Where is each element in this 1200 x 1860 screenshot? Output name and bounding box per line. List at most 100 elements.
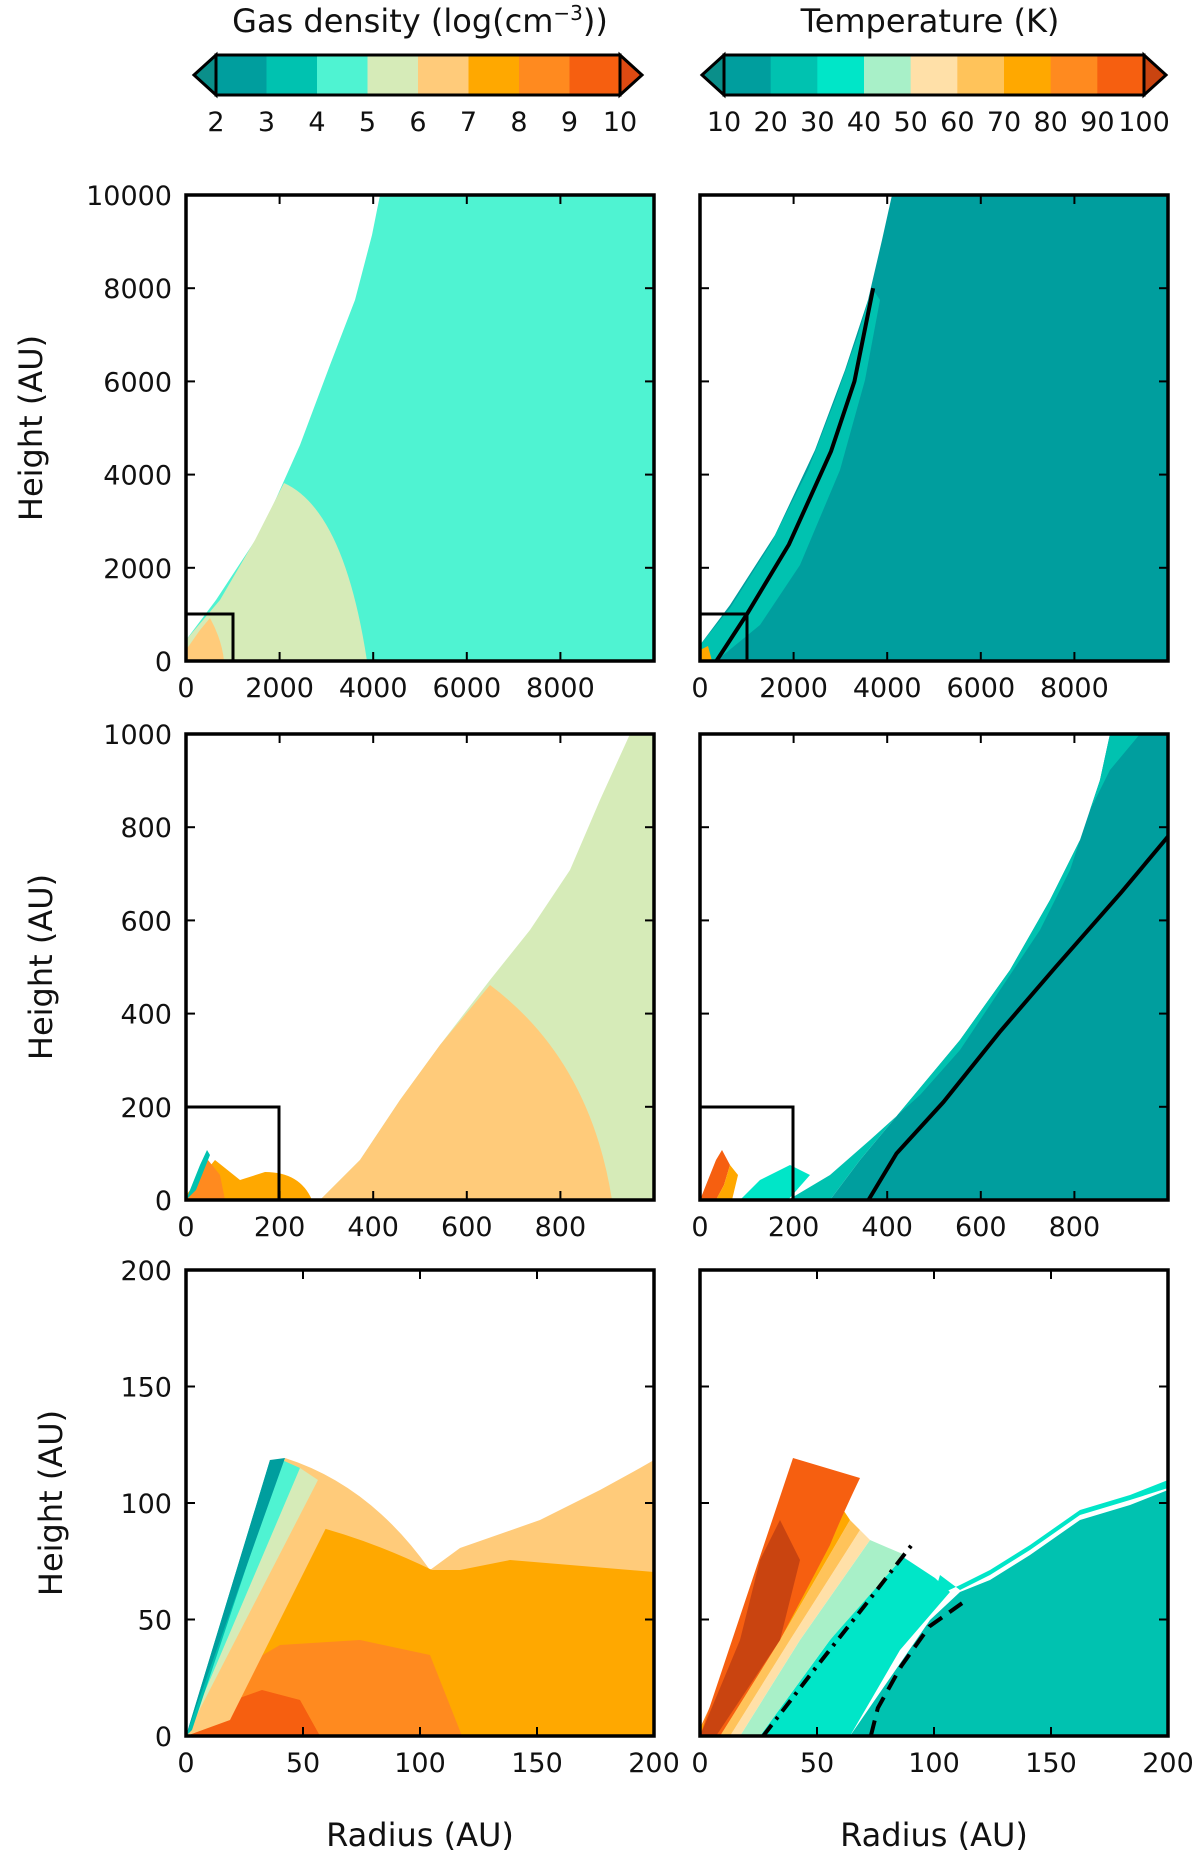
density-middle-level-6-7 (320, 985, 612, 1200)
ylabel-row3: Height (AU) (32, 1410, 70, 1596)
density-colorbar-segment (266, 55, 318, 95)
density-outer-level-5-6 (186, 483, 367, 661)
temperature-inner-level-100+ (700, 1520, 800, 1736)
x-tick-label: 800 (535, 1212, 587, 1243)
density-colorbar-under-triangle (191, 51, 218, 99)
temperature-colorbar-tick-label: 80 (1033, 107, 1067, 138)
panel-density-middle (184, 732, 656, 1202)
temperature-colorbar-over-triangle (1142, 51, 1169, 99)
density-colorbar-tick-label: 8 (510, 107, 527, 138)
x-tick-label: 800 (1049, 1212, 1101, 1243)
panel-density-inner (184, 1268, 656, 1738)
temperature-middle-inner-warm (716, 1165, 738, 1200)
ylabel-row1: Height (AU) (12, 335, 50, 521)
x-tick-label: 50 (800, 1748, 834, 1779)
temperature-inner-level-60-70 (720, 1520, 860, 1736)
density-outer-contours (186, 195, 654, 661)
temperature-inner-line-dashed (868, 1601, 964, 1737)
density-colorbar-tick-label: 6 (409, 107, 426, 138)
temperature-middle-contours (700, 734, 1168, 1200)
temperature-colorbar-segment (864, 55, 912, 95)
x-tick-label: 4000 (339, 673, 408, 704)
y-tick-label: 0 (155, 1722, 172, 1753)
temperature-colorbar-tick-label: 30 (800, 107, 834, 138)
panel-temperature-middle (698, 732, 1170, 1202)
density-colorbar-bar: 2 3 4 5 6 7 8 9 10 (191, 51, 645, 138)
density-colorbar-title: Gas density (log(cm−3)) (232, 1, 608, 40)
temperature-colorbar-under-triangle (699, 51, 726, 99)
density-colorbar-segment (317, 55, 368, 95)
y-tick-label: 4000 (103, 461, 172, 492)
temperature-outer-level-10-20 (700, 195, 1168, 661)
x-tick-label: 4000 (853, 673, 922, 704)
x-tick-label: 400 (861, 1212, 913, 1243)
x-tick-label: 200 (1142, 1748, 1194, 1779)
x-tick-label: 400 (347, 1212, 399, 1243)
density-inner-level-10 (186, 1690, 320, 1736)
density-inner-level-2-6-band (186, 1460, 300, 1736)
x-tick-label: 8000 (1040, 673, 1109, 704)
y-tick-label: 400 (120, 1000, 172, 1031)
temperature-colorbar-tick-label: 40 (847, 107, 881, 138)
axis-ticks: 0 2000 4000 6000 800002000400060008000100000… (86, 181, 1194, 1779)
temperature-middle-inner-hot (700, 1150, 730, 1200)
density-outer-frame (184, 193, 656, 663)
density-colorbar-tick-label: 9 (561, 107, 578, 138)
temperature-colorbar-segment (817, 55, 865, 95)
y-tick-label: 100 (120, 1489, 172, 1520)
x-tick-label: 50 (286, 1748, 320, 1779)
ylabel-row2: Height (AU) (22, 874, 60, 1060)
x-tick-label: 200 (254, 1212, 306, 1243)
panel-temperature-inner (698, 1268, 1170, 1738)
temperature-colorbar: Temperature (K) 10 20 30 40 50 60 70 80 90 100 (699, 2, 1170, 138)
temperature-colorbar-segment (724, 55, 772, 95)
y-tick-label: 1000 (103, 720, 172, 751)
temperature-outer-contours (700, 195, 1168, 661)
temperature-inner-level-40-50 (740, 1540, 905, 1736)
temperature-colorbar-bar: 10 20 30 40 50 60 70 80 90 100 (699, 51, 1170, 138)
temperature-colorbar-title: Temperature (K) (800, 2, 1060, 40)
temperature-outer-line (714, 287, 876, 663)
x-tick-label: 0 (691, 1212, 708, 1243)
temperature-outer-level-20-30 (700, 288, 880, 661)
temperature-colorbar-tick-label: 20 (753, 107, 787, 138)
density-colorbar: Gas density (log(cm−3)) 2 3 4 5 6 7 8 9 10 (191, 1, 645, 138)
temperature-colorbar-tick-label: 60 (940, 107, 974, 138)
density-middle-frame (184, 732, 656, 1202)
x-tick-label: 600 (955, 1212, 1007, 1243)
x-tick-label: 100 (908, 1748, 960, 1779)
y-tick-label: 6000 (103, 367, 172, 398)
density-colorbar-tick-label: 3 (258, 107, 275, 138)
temperature-inner-line-dashdot (761, 1539, 917, 1738)
temperature-colorbar-segment (1004, 55, 1052, 95)
temperature-colorbar-tick-label: 10 (707, 107, 741, 138)
density-inner-level-6-7 (186, 1480, 340, 1736)
density-colorbar-tick-label: 7 (460, 107, 477, 138)
x-tick-label: 0 (691, 1748, 708, 1779)
temperature-inner-level-50-60 (730, 1530, 870, 1736)
x-tick-label: 100 (394, 1748, 446, 1779)
density-colorbar-segment (569, 55, 621, 95)
x-tick-label: 150 (1025, 1748, 1077, 1779)
temperature-colorbar-segment (1050, 55, 1098, 95)
x-tick-label: 2000 (245, 673, 314, 704)
density-colorbar-outline (214, 53, 622, 97)
y-tick-label: 600 (120, 906, 172, 937)
density-colorbar-segment (367, 55, 419, 95)
density-middle-contours (186, 734, 654, 1200)
density-inner-contours (186, 1458, 654, 1736)
x-tick-label: 6000 (432, 673, 501, 704)
temperature-middle-frame (698, 732, 1170, 1202)
x-tick-label: 200 (628, 1748, 680, 1779)
x-tick-label: 2000 (759, 673, 828, 704)
xlabel-left: Radius (AU) (326, 1816, 514, 1854)
density-colorbar-segment (216, 55, 267, 95)
y-tick-label: 0 (155, 647, 172, 678)
temperature-colorbar-segment (1097, 55, 1145, 95)
x-tick-label: 200 (768, 1212, 820, 1243)
y-tick-label: 150 (120, 1373, 172, 1404)
temperature-inner-level-30-40 (760, 1555, 950, 1736)
y-tick-label: 200 (120, 1256, 172, 1287)
temperature-middle-level-10-20 (830, 734, 1168, 1200)
